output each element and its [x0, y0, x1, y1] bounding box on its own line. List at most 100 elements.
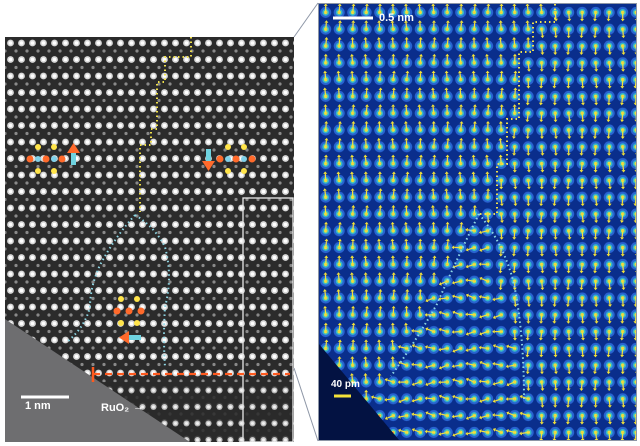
displacement-arrow-head	[364, 87, 369, 91]
displacement-arrow-head	[479, 276, 483, 281]
displacement-arrow	[481, 296, 490, 299]
displacement-arrow	[567, 246, 570, 255]
displacement-arrow-head	[417, 87, 422, 91]
displacement-arrow	[473, 207, 476, 216]
displacement-arrow-head	[513, 70, 518, 74]
displacement-arrow	[467, 363, 476, 367]
displacement-arrow-head	[553, 405, 558, 408]
displacement-arrow-head	[526, 287, 531, 291]
displacement-arrow	[446, 257, 449, 266]
displacement-arrow-head	[457, 171, 462, 175]
displacement-arrow	[459, 5, 462, 14]
displacement-arrow	[554, 380, 557, 389]
displacement-arrow-head	[484, 154, 489, 158]
displacement-arrow-head	[445, 255, 450, 259]
displacement-arrow	[540, 279, 543, 288]
displacement-arrow-head	[479, 314, 483, 319]
displacement-arrow-head	[403, 322, 408, 326]
displacement-arrow	[364, 358, 367, 367]
displacement-arrow-head	[512, 170, 517, 173]
displacement-arrow-head	[540, 52, 545, 55]
displacement-arrow-head	[607, 186, 612, 190]
displacement-arrow-head	[377, 154, 382, 158]
displacement-arrow	[581, 212, 584, 221]
displacement-arrow	[324, 140, 328, 149]
displacement-arrow-head	[417, 104, 422, 107]
displacement-arrow	[405, 325, 408, 334]
displacement-arrow-head	[391, 205, 396, 208]
displacement-arrow-head	[634, 254, 636, 256]
displacement-arrow-head	[377, 53, 382, 57]
displacement-arrow-head	[566, 438, 571, 440]
displacement-arrow	[378, 207, 381, 216]
displacement-arrow	[467, 431, 476, 435]
displacement-arrow-head	[363, 373, 368, 376]
displacement-arrow	[400, 362, 409, 367]
displacement-arrow	[527, 61, 530, 70]
displacement-arrow	[432, 257, 436, 266]
displacement-arrow	[607, 363, 610, 372]
displacement-arrow	[467, 279, 476, 283]
displacement-arrow	[540, 162, 543, 171]
displacement-arrow	[553, 430, 556, 439]
displacement-arrow	[527, 128, 529, 137]
displacement-arrow	[432, 241, 435, 250]
displacement-arrow	[621, 397, 625, 406]
displacement-arrow-head	[451, 329, 455, 334]
displacement-arrow-head	[322, 289, 327, 292]
displacement-arrow-head	[376, 37, 381, 40]
displacement-arrow-head	[512, 270, 517, 274]
displacement-arrow-head	[580, 438, 585, 440]
displacement-arrow-head	[499, 4, 504, 6]
displacement-arrow	[500, 195, 503, 204]
displacement-arrow	[527, 330, 529, 339]
displacement-arrow	[405, 73, 409, 82]
displacement-arrow	[513, 246, 516, 255]
displacement-arrow	[351, 375, 354, 384]
displacement-arrow-head	[519, 431, 523, 436]
displacement-arrow-head	[505, 397, 509, 402]
displacement-arrow-head	[391, 289, 396, 292]
displacement-arrow-head	[593, 35, 597, 39]
displacement-arrow-head	[377, 272, 382, 275]
displacement-arrow	[486, 39, 489, 48]
displacement-arrow-head	[525, 237, 530, 240]
displacement-arrow-head	[579, 35, 584, 39]
displacement-arrow-head	[471, 154, 476, 158]
displacement-arrow-head	[350, 70, 355, 74]
displacement-arrow-head	[606, 354, 611, 358]
displacement-arrow-head	[593, 170, 598, 173]
displacement-arrow	[634, 313, 636, 322]
displacement-arrow-head	[634, 52, 636, 55]
displacement-arrow-head	[526, 203, 531, 207]
displacement-arrow	[338, 224, 341, 233]
displacement-arrow-head	[459, 20, 464, 23]
displacement-arrow-head	[322, 188, 327, 191]
displacement-arrow	[553, 313, 556, 322]
displacement-arrow	[521, 412, 530, 417]
displacement-arrow-head	[620, 371, 625, 375]
displacement-arrow	[608, 397, 611, 406]
displacement-arrow	[446, 207, 448, 216]
displacement-arrow-head	[378, 205, 383, 208]
displacement-arrow-head	[451, 245, 455, 250]
displacement-arrow-head	[431, 272, 436, 275]
displacement-arrow-head	[336, 87, 341, 91]
displacement-arrow	[508, 380, 517, 386]
displacement-arrow-head	[553, 388, 558, 391]
displacement-arrow-head	[498, 287, 503, 291]
displacement-arrow-head	[479, 415, 483, 420]
displacement-arrow-head	[607, 421, 612, 425]
displacement-arrow-head	[513, 203, 518, 207]
displacement-arrow-head	[404, 238, 409, 242]
displacement-arrow-head	[377, 339, 382, 343]
displacement-arrow	[467, 347, 476, 351]
displacement-arrow	[338, 241, 341, 250]
displacement-arrow	[594, 212, 597, 221]
displacement-arrow-head	[465, 361, 469, 366]
displacement-arrow-head	[432, 53, 437, 57]
displacement-arrow-head	[580, 136, 585, 139]
displacement-arrow-head	[465, 332, 469, 336]
ruo2-layer-arrow-icon: →	[133, 401, 144, 413]
displacement-arrow-head	[438, 394, 442, 399]
